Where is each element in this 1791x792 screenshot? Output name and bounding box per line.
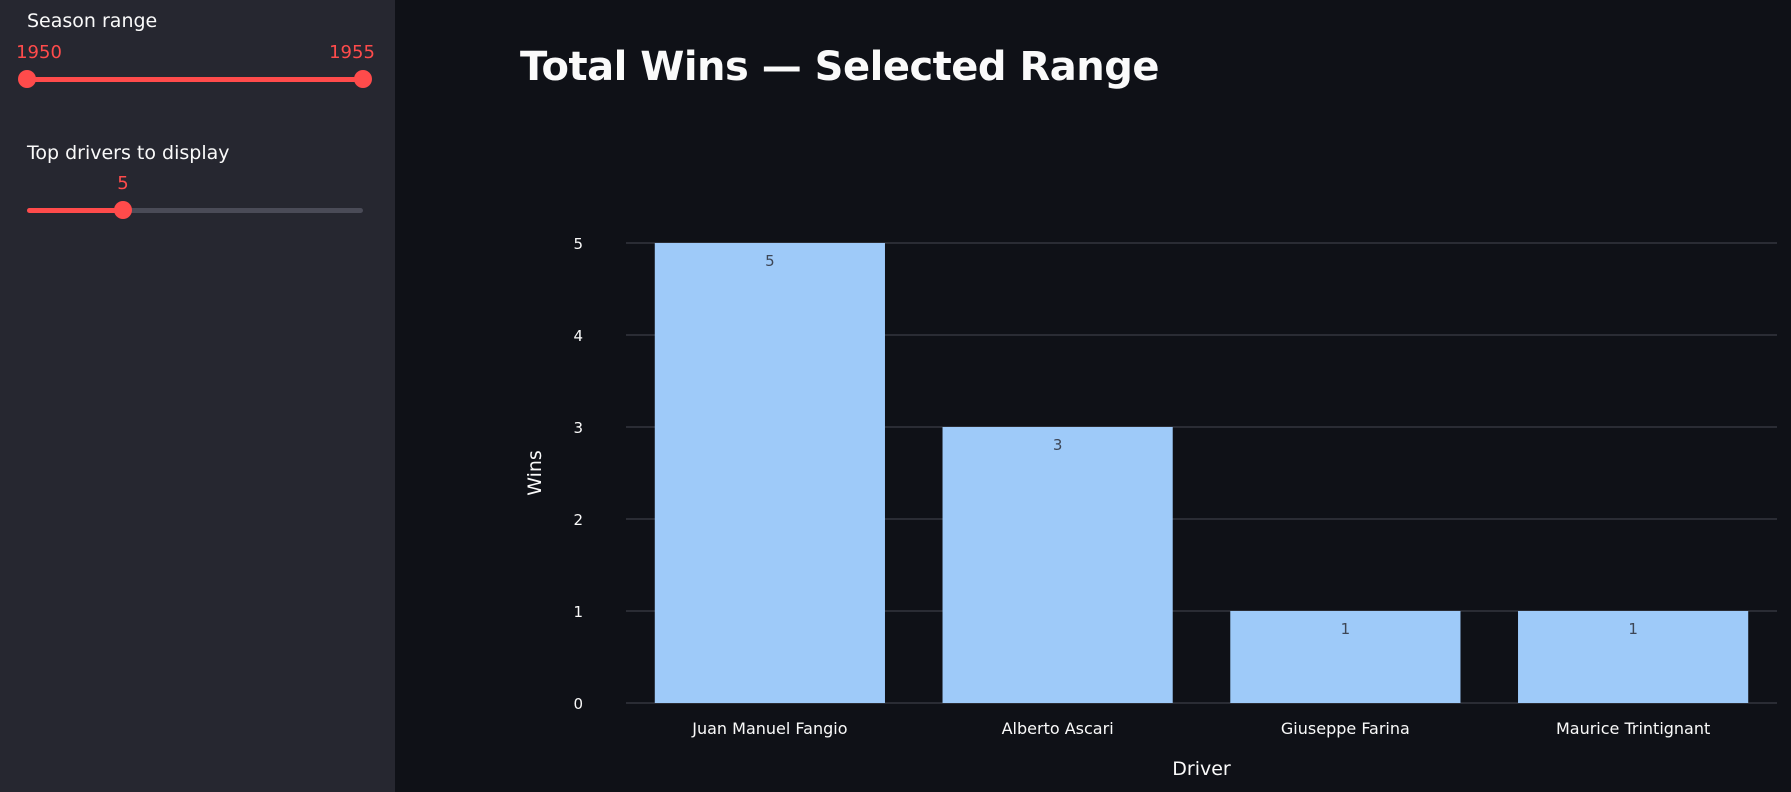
season-range-low-value: 1950 [16,42,62,63]
y-axis-title: Wins [524,450,546,496]
main-content: Total Wins — Selected Range 0 1 2 3 4 5 5 Juan … [395,0,1791,792]
x-tick-label: Alberto Ascari [1002,719,1114,738]
x-axis-title: Driver [1172,758,1231,780]
top-drivers-handle[interactable] [114,201,132,219]
season-range-high-value: 1955 [329,42,375,63]
bar [654,243,885,703]
x-tick-label: Giuseppe Farina [1281,719,1410,738]
y-tick-label: 1 [573,603,583,621]
season-range-low-handle[interactable] [18,70,36,88]
y-tick-label: 4 [573,327,583,345]
bar-data-label: 1 [1628,620,1638,638]
season-range-label: Season range [27,10,158,32]
page-title: Total Wins — Selected Range [520,44,1160,90]
top-drivers-fill [27,208,123,213]
bar [1518,611,1749,703]
wins-bar-chart: 0 1 2 3 4 5 5 Juan Manuel Fangio 3 Alberto Ascari… [524,235,1777,780]
top-drivers-label: Top drivers to display [27,142,230,164]
y-tick-label: 5 [573,235,583,253]
bar-data-label: 3 [1053,436,1063,454]
bar-data-label: 1 [1341,620,1351,638]
top-drivers-track[interactable] [27,208,363,213]
bar [942,427,1173,703]
season-range-high-handle[interactable] [354,70,372,88]
sidebar: Season range 1950 1955 Top drivers to di… [0,0,395,792]
bar-data-label: 5 [765,252,775,270]
bar [1230,611,1461,703]
y-tick-label: 2 [573,511,583,529]
top-drivers-value: 5 [117,173,129,194]
y-tick-label: 0 [573,695,583,713]
season-range-fill [27,77,363,82]
y-tick-label: 3 [573,419,583,437]
x-tick-label: Maurice Trintignant [1556,719,1710,738]
x-tick-label: Juan Manuel Fangio [691,719,847,738]
